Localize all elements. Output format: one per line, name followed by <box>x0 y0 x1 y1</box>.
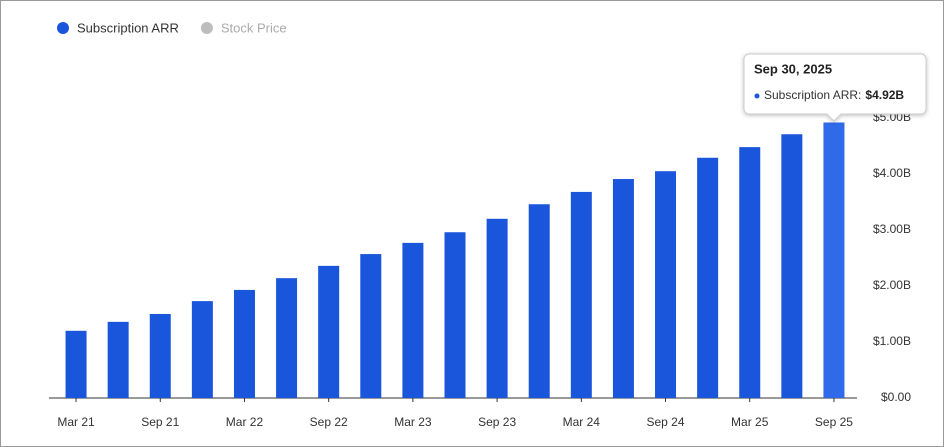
bar[interactable] <box>107 321 129 398</box>
bar[interactable] <box>360 254 382 398</box>
x-tick-label: Sep 21 <box>141 415 179 429</box>
y-tick-label: $0.00 <box>881 390 911 404</box>
bar[interactable] <box>528 204 550 398</box>
x-tick-label: Sep 22 <box>310 415 348 429</box>
x-tick-label: Mar 23 <box>394 415 432 429</box>
bar[interactable] <box>318 265 340 398</box>
tooltip-title: Sep 30, 2025 <box>754 61 832 76</box>
bar[interactable] <box>823 122 845 398</box>
y-tick-label: $1.00B <box>873 334 911 348</box>
x-tick-label: Sep 23 <box>478 415 516 429</box>
bar[interactable] <box>655 171 677 398</box>
legend-marker <box>200 22 213 34</box>
legend-label[interactable]: Stock Price <box>221 20 287 35</box>
tooltip-value: $4.92B <box>865 88 904 102</box>
bar[interactable] <box>697 157 719 398</box>
legend-marker <box>57 22 69 34</box>
x-tick-label: Mar 22 <box>226 415 264 429</box>
bar[interactable] <box>191 301 213 398</box>
tooltip: Sep 30, 2025 Subscription ARR: $4.92B <box>743 53 927 122</box>
bar[interactable] <box>570 191 592 398</box>
x-tick-label: Mar 24 <box>563 415 601 429</box>
bar[interactable] <box>402 242 424 398</box>
bar[interactable] <box>739 147 761 398</box>
y-tick-label: $2.00B <box>873 278 911 292</box>
bar[interactable] <box>612 179 634 398</box>
bar[interactable] <box>486 218 508 398</box>
x-tick-label: Sep 24 <box>647 415 685 429</box>
bar[interactable] <box>781 134 803 399</box>
bar[interactable] <box>149 314 171 398</box>
x-tick-label: Mar 25 <box>731 415 769 429</box>
x-tick-label: Mar 21 <box>57 415 95 429</box>
tooltip-box <box>743 53 927 122</box>
y-tick-label: $4.00B <box>873 166 911 180</box>
legend-label[interactable]: Subscription ARR <box>77 20 179 35</box>
bar[interactable] <box>65 330 87 398</box>
tooltip-label: Subscription ARR: <box>764 88 861 102</box>
x-tick-label: Sep 25 <box>815 415 853 429</box>
tooltip-marker <box>754 93 760 99</box>
bar[interactable] <box>444 232 466 398</box>
y-tick-label: $3.00B <box>873 222 911 236</box>
bar[interactable] <box>233 289 255 398</box>
bar[interactable] <box>276 278 298 398</box>
